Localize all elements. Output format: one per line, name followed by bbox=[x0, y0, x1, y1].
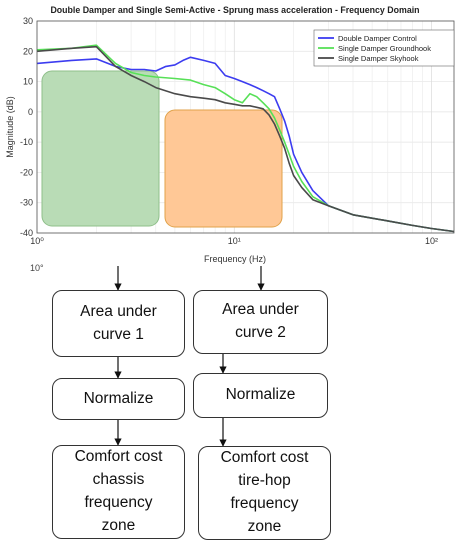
y-axis-label: Magnitude (dB) bbox=[5, 96, 15, 158]
clipped-tick-label: 10° bbox=[30, 263, 44, 273]
highlight-region-2 bbox=[164, 109, 283, 228]
tick-labels: -40 -30 -20 -10 0 10 20 30 10⁰ 10¹ 10² bbox=[20, 16, 438, 246]
y-tick-label: 30 bbox=[23, 16, 33, 26]
series-lines bbox=[36, 44, 455, 233]
y-tick-label: -30 bbox=[20, 198, 33, 208]
x-axis-label: Frequency (Hz) bbox=[204, 254, 266, 264]
highlight-regions bbox=[41, 70, 283, 228]
comfort-cost-tire-hop-box: Comfort cost tire-hop frequency zone bbox=[198, 446, 331, 540]
legend-box bbox=[313, 29, 455, 67]
y-tick-label: 10 bbox=[23, 77, 33, 87]
chart-title: Double Damper and Single Semi-Active - S… bbox=[50, 5, 419, 15]
series-line-1 bbox=[36, 56, 455, 233]
area-under-curve-1-box: Area under curve 1 bbox=[52, 290, 185, 357]
x-tick-label: 10² bbox=[425, 236, 438, 246]
y-tick-label: 20 bbox=[23, 46, 33, 56]
highlight-region-1 bbox=[41, 70, 160, 227]
x-tick-label: 10¹ bbox=[228, 236, 241, 246]
y-tick-label: -10 bbox=[20, 137, 33, 147]
x-tick-label: 10⁰ bbox=[30, 236, 44, 246]
area-under-curve-2-box: Area under curve 2 bbox=[193, 290, 328, 354]
normalize-2-box: Normalize bbox=[193, 373, 328, 418]
legend-label: Double Damper Control bbox=[338, 34, 417, 43]
y-tick-label: -20 bbox=[20, 167, 33, 177]
legend-label: Single Damper Skyhook bbox=[338, 54, 419, 63]
legend-label: Single Damper Groundhook bbox=[338, 44, 431, 53]
normalize-1-box: Normalize bbox=[52, 378, 185, 420]
y-tick-label: -40 bbox=[20, 228, 33, 238]
comfort-cost-chassis-box: Comfort cost chassis frequency zone bbox=[52, 445, 185, 539]
y-tick-label: 0 bbox=[28, 107, 33, 117]
series-line-3 bbox=[36, 45, 455, 233]
plot-frame bbox=[36, 20, 455, 234]
frequency-chart: -40 -30 -20 -10 0 10 20 30 10⁰ 10¹ 10² Double Damp… bbox=[5, 5, 455, 264]
